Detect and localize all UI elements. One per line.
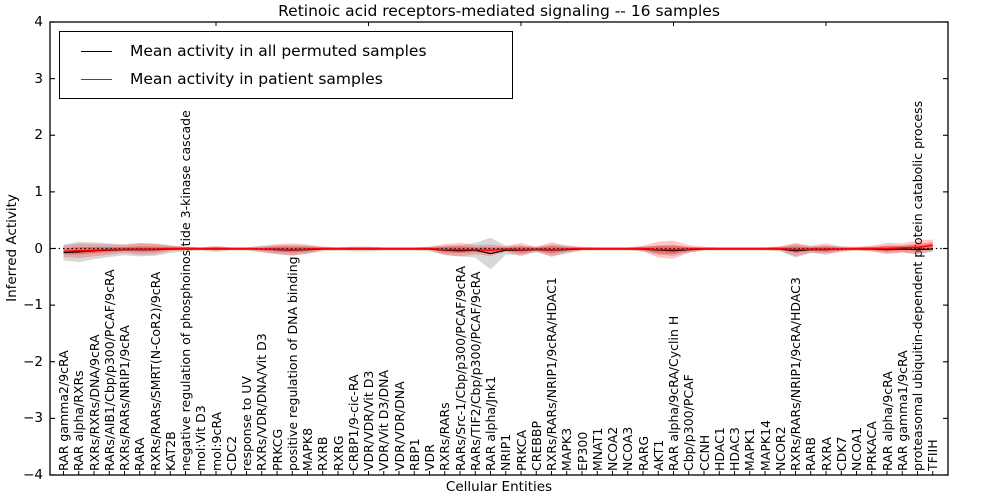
x-tick-label: RXRs/RARs/SMRT(N-CoR2)/9cRA — [147, 271, 163, 471]
x-tick-label: response to UV — [239, 376, 254, 471]
y-tick-label: 2 — [34, 127, 43, 144]
patient-line-swatch — [81, 78, 112, 80]
patient-band-outer — [63, 239, 933, 259]
x-axis-label: Cellular Entities — [445, 479, 553, 495]
x-tick-label: RAR gamma2/9cRA — [56, 350, 71, 471]
x-tick-label: RARB — [803, 437, 819, 471]
x-tick-label: RARG — [635, 435, 651, 471]
patient-line — [63, 244, 933, 253]
y-tick-label: 4 — [34, 14, 43, 30]
legend-label-permuted: Mean activity in all permuted samples — [130, 42, 427, 60]
y-tick-label: −1 — [23, 297, 43, 314]
x-tick-label: VDR/VDR/DNA — [391, 381, 407, 471]
x-tick-label: RXRs/RARs — [437, 402, 453, 471]
x-tick-label: positive regulation of DNA binding — [284, 256, 300, 471]
x-tick-label: CDC2 — [223, 435, 239, 471]
x-tick-label: RARs/TIF2/Cbp/p300/PCAF/9cRA — [467, 271, 483, 471]
x-tick-label: RAR alpha/Jnk1 — [483, 375, 498, 471]
x-tick-label: MAPK8 — [300, 427, 315, 471]
x-tick-label: MAPK3 — [559, 427, 575, 471]
x-tick-label: VDR/VDR/Vit D3 — [361, 370, 376, 471]
x-tick-label: NRIP1 — [498, 433, 514, 471]
x-tick-label: HDAC1 — [711, 427, 727, 471]
x-tick-label: proteasomal ubiquitin-dependent protein … — [910, 100, 925, 471]
x-tick-label: CCNH — [696, 434, 712, 471]
x-tick-label: HDAC3 — [727, 427, 742, 471]
permuted-line — [63, 248, 933, 255]
x-tick-label: NCOR2 — [772, 426, 788, 471]
x-tick-label: PRKACA — [864, 421, 880, 471]
y-tick-label: −2 — [23, 353, 43, 370]
legend: Mean activity in all permuted samples Me… — [59, 31, 513, 99]
x-tick-label: RBP1 — [406, 438, 422, 471]
x-tick-label: MAPK1 — [742, 427, 758, 471]
x-tick-label: mol:9cRA — [208, 411, 224, 471]
x-tick-label: RXRs/RXRs/DNA/9cRA — [86, 334, 102, 471]
y-tick-label: 1 — [34, 183, 43, 200]
x-tick-label: RXRB — [315, 436, 331, 471]
x-tick-label: mol:Vit D3 — [193, 405, 209, 471]
x-tick-label: NCOA3 — [620, 426, 636, 471]
x-tick-label: KAT2B — [162, 431, 178, 471]
patient-band-inner — [63, 242, 933, 255]
x-tick-label: NCOA1 — [849, 426, 864, 471]
x-tick-label: RAR gamma1/9cRA — [894, 350, 910, 471]
x-tick-label: RXRs/RARs/NRIP1/9cRA/HDAC1 — [544, 277, 559, 471]
x-tick-label: RXRs/RARs/NRIP1/9cRA — [117, 325, 132, 471]
x-tick-label: RARs/Src-1/Cbp/p300/PCAF/9cRA — [452, 265, 468, 471]
x-tick-label: VDR — [422, 444, 437, 471]
x-tick-label: RARA — [132, 437, 148, 471]
x-tick-label: negative regulation of phosphoinositide … — [178, 110, 193, 471]
y-tick-label: −4 — [23, 467, 43, 483]
x-tick-label: RXRs/RARs/NRIP1/9cRA/HDAC3 — [788, 277, 803, 471]
permuted-band — [63, 237, 933, 270]
x-tick-label: CDK7 — [833, 436, 849, 471]
legend-item-patient: Mean activity in patient samples — [60, 70, 512, 88]
x-tick-label: TFIIH — [925, 439, 941, 471]
x-tick-label: Cbp/p300/PCAF — [681, 374, 697, 471]
x-tick-label: VDR/Vit D3/DNA — [376, 369, 392, 471]
x-tick-label: RXRA — [818, 437, 834, 471]
x-tick-label: AKT1 — [650, 439, 666, 471]
x-tick-label: CREBBP — [528, 421, 544, 471]
x-tick-label: EP300 — [574, 431, 590, 471]
x-tick-label: RXRs/VDR/DNA/Vit D3 — [254, 333, 270, 471]
x-tick-label: MNAT1 — [589, 427, 605, 471]
x-tick-label: MAPK14 — [757, 420, 773, 471]
x-tick-label: RXRG — [330, 435, 346, 471]
x-tick-label: RAR alpha/RXRs — [71, 370, 87, 471]
permuted-line-swatch — [81, 50, 112, 52]
legend-label-patient: Mean activity in patient samples — [130, 70, 383, 88]
legend-item-permuted: Mean activity in all permuted samples — [60, 42, 512, 60]
chart-title: Retinoic acid receptors-mediated signali… — [278, 2, 720, 20]
y-tick-label: 0 — [34, 240, 43, 257]
x-tick-label: RAR alpha/9cRA/Cyclin H — [666, 315, 681, 471]
x-tick-label: CRBP1/9-cic-RA — [345, 374, 361, 471]
x-tick-label: RARs/AIB1/Cbp/p300/PCAF/9cRA — [101, 269, 117, 471]
x-tick-label: RAR alpha/9cRA — [879, 371, 895, 471]
x-tick-label: PRKCA — [513, 429, 529, 471]
y-tick-label: 3 — [34, 70, 43, 87]
y-tick-label: −3 — [23, 410, 43, 427]
x-tick-label: PRKCG — [269, 428, 285, 471]
x-tick-label: NCOA2 — [605, 426, 620, 471]
